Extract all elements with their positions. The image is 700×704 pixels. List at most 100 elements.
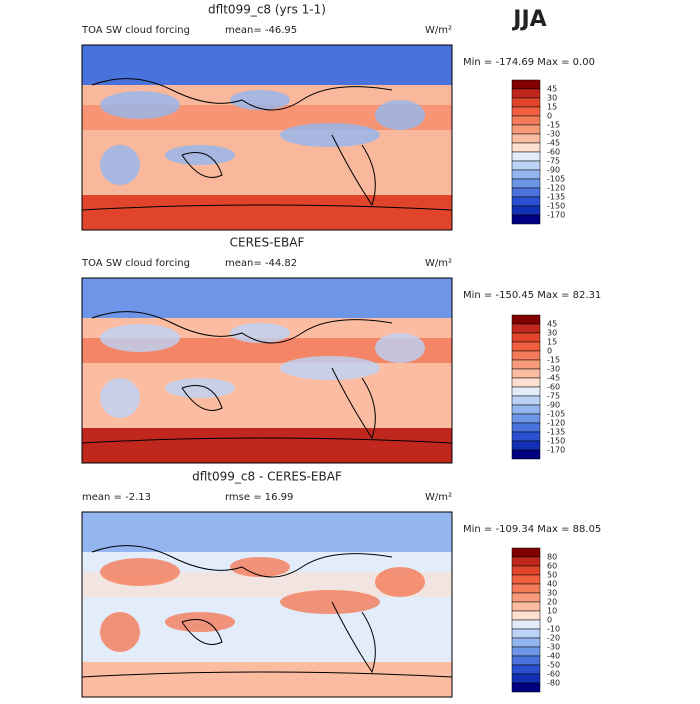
map-band xyxy=(82,45,452,85)
colorbar-label: -45 xyxy=(547,139,560,148)
colorbar-box xyxy=(511,196,541,207)
colorbar-box xyxy=(511,628,541,639)
colorbar-box xyxy=(511,565,541,576)
colorbar-box xyxy=(511,142,541,153)
colorbar-label: -30 xyxy=(547,365,560,374)
colorbar-box xyxy=(511,601,541,612)
map xyxy=(81,511,453,698)
colorbar-label: -40 xyxy=(547,652,560,661)
colorbar-label: -60 xyxy=(547,670,560,679)
center-label: mean= -46.95 xyxy=(225,25,297,36)
colorbar-label: -105 xyxy=(547,175,565,184)
colorbar-box xyxy=(511,583,541,594)
colorbar-label: 80 xyxy=(547,553,557,562)
map-blob xyxy=(230,323,290,343)
colorbar-label: -75 xyxy=(547,157,560,166)
stats: Min = -174.69 Max = 0.00 xyxy=(463,57,595,68)
colorbar-box xyxy=(511,655,541,666)
colorbar-box xyxy=(511,637,541,648)
map-blob xyxy=(100,558,180,586)
colorbar-box xyxy=(511,314,541,325)
colorbar-label: 40 xyxy=(547,580,557,589)
map-band xyxy=(82,662,452,697)
colorbar-box xyxy=(511,332,541,343)
colorbar-label: -105 xyxy=(547,410,565,419)
colorbar-box xyxy=(511,115,541,126)
map-band xyxy=(82,195,452,230)
colorbar-label: -150 xyxy=(547,202,565,211)
colorbar-label: 10 xyxy=(547,607,557,616)
colorbar-label: -45 xyxy=(547,374,560,383)
stats: Min = -109.34 Max = 88.05 xyxy=(463,524,601,535)
left-label: TOA SW cloud forcing xyxy=(81,25,190,36)
center-label: mean= -44.82 xyxy=(225,258,297,269)
colorbar-box xyxy=(511,187,541,198)
left-label: TOA SW cloud forcing xyxy=(81,258,190,269)
colorbar-label: -170 xyxy=(547,211,565,220)
colorbar-box xyxy=(511,97,541,108)
map xyxy=(81,277,453,464)
map-blob xyxy=(375,100,425,130)
colorbar-label: 30 xyxy=(547,329,557,338)
stats: Min = -150.45 Max = 82.31 xyxy=(463,290,601,301)
colorbar-label: -135 xyxy=(547,428,565,437)
colorbar-label: -75 xyxy=(547,392,560,401)
colorbar-label: -150 xyxy=(547,437,565,446)
colorbar-label: 0 xyxy=(547,112,552,121)
colorbar-box xyxy=(511,377,541,388)
panel-title: dflt099_c8 (yrs 1-1) xyxy=(208,3,326,17)
colorbar-label: 50 xyxy=(547,571,557,580)
colorbar-label: -30 xyxy=(547,643,560,652)
colorbar-box xyxy=(511,79,541,90)
colorbar-box xyxy=(511,350,541,361)
colorbar-box xyxy=(511,133,541,144)
colorbar-label: -15 xyxy=(547,121,560,130)
colorbar-box xyxy=(511,440,541,451)
colorbar-box xyxy=(511,124,541,135)
colorbar-label: -50 xyxy=(547,661,560,670)
map-blob xyxy=(280,356,380,380)
colorbar-box xyxy=(511,422,541,433)
colorbar-box xyxy=(511,88,541,99)
colorbar-label: 15 xyxy=(547,103,557,112)
map-band xyxy=(82,428,452,463)
colorbar-label: 45 xyxy=(547,320,557,329)
colorbar-box xyxy=(511,673,541,684)
colorbar-label: -135 xyxy=(547,193,565,202)
units: W/m² xyxy=(425,492,452,503)
map-blob xyxy=(100,324,180,352)
colorbar-box xyxy=(511,214,541,225)
colorbar-box xyxy=(511,664,541,675)
coastline xyxy=(81,311,453,444)
coastline xyxy=(81,78,453,211)
colorbar-label: -20 xyxy=(547,634,560,643)
colorbar-box xyxy=(511,682,541,693)
units: W/m² xyxy=(425,258,452,269)
colorbar-box xyxy=(511,106,541,117)
colorbar-box xyxy=(511,160,541,171)
map-blob xyxy=(375,333,425,363)
colorbar-label: 30 xyxy=(547,589,557,598)
map-blob xyxy=(100,612,140,652)
map-frame xyxy=(81,44,453,231)
map-blob xyxy=(100,91,180,119)
colorbar-box xyxy=(511,592,541,603)
colorbar-box xyxy=(511,413,541,424)
map-blob xyxy=(230,557,290,577)
colorbar-label: -30 xyxy=(547,130,560,139)
left-label: mean = -2.13 xyxy=(82,492,151,503)
colorbar-label: -120 xyxy=(547,419,565,428)
panel-title: dflt099_c8 - CERES-EBAF xyxy=(192,470,342,484)
colorbar-label: 0 xyxy=(547,616,552,625)
colorbar-label: 60 xyxy=(547,562,557,571)
colorbar-label: 20 xyxy=(547,598,557,607)
colorbar-label: -60 xyxy=(547,148,560,157)
colorbar-box xyxy=(511,386,541,397)
season-title: JJA xyxy=(511,7,546,32)
colorbar-label: -10 xyxy=(547,625,560,634)
map-blob xyxy=(165,378,235,398)
colorbar-label: 30 xyxy=(547,94,557,103)
colorbar-box xyxy=(511,556,541,567)
colorbar-box xyxy=(511,404,541,415)
colorbar-box xyxy=(511,368,541,379)
